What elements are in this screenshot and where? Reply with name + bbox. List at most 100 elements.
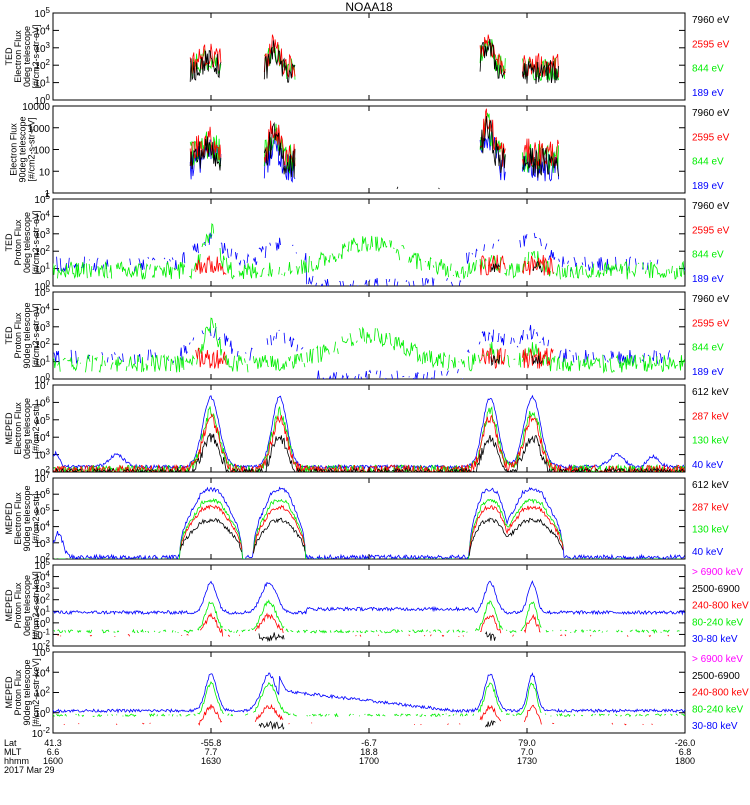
legend-entry: 240-800 keV [692, 688, 749, 699]
y-tick-label: 105 [34, 413, 50, 427]
x-tick-label-mlt: 6.6 [47, 747, 60, 757]
x-tick-label-hhmm: 1730 [517, 756, 537, 766]
y-tick-label: 106 [34, 487, 50, 501]
y-axis-label-line: [#/cm2-s-str-eV] [31, 24, 41, 88]
legend-entry: 189 eV [692, 181, 724, 192]
series-trace-blue [53, 486, 685, 559]
legend-entry: 2595 eV [692, 39, 730, 50]
series-trace-red [64, 704, 682, 724]
panel-5: 102 103 104 105 106 107 MEPED Electron Flux 0deg… [4, 378, 729, 479]
series-trace-black [53, 432, 685, 472]
legend-entry: 80-240 keV [692, 617, 743, 628]
x-tick-label-hhmm: 1630 [201, 756, 221, 766]
y-axis-label-line: [#/cm2-s-str-eV] [31, 303, 41, 367]
y-tick-label: 103 [34, 581, 50, 595]
legend-entry: 30-80 keV [692, 634, 738, 645]
y-tick-label: 103 [34, 320, 50, 334]
y-tick-label: 104 [34, 430, 50, 444]
series-trace-red [195, 347, 554, 370]
panel-frame [52, 12, 686, 101]
x-tick-label-hhmm: 1600 [43, 756, 63, 766]
legend-entry: 80-240 keV [692, 704, 743, 715]
y-tick-label: 101 [34, 604, 50, 618]
series-trace-blue [53, 394, 685, 470]
y-tick-label: 102 [34, 686, 50, 700]
series-trace-blue [189, 128, 559, 183]
panel-frame [52, 564, 686, 647]
x-tick-label-hhmm: 1800 [675, 756, 695, 766]
panel-6: 102 103 104 105 106 107 MEPED Electron Flux 90de… [4, 471, 729, 566]
legend-entry: 7960 eV [692, 294, 730, 305]
y-tick-label: 102 [34, 58, 50, 72]
y-axis-label-line: MEPED [4, 412, 14, 445]
series-trace-black [190, 39, 583, 96]
y-axis-label-line: [#/cm2-s-str] [31, 403, 41, 453]
series-trace-green [55, 499, 684, 559]
y-axis-label-line: [#/cm2-s-str-eV] [27, 117, 37, 181]
series-trace-red [58, 614, 686, 637]
y-axis-label-line: 90deg telescope [22, 302, 32, 368]
y-tick-label: 103 [34, 536, 50, 550]
x-tick-label-mlt: 7.7 [205, 747, 218, 757]
legend-entry: 7960 eV [692, 201, 730, 212]
y-tick-label: 10000 [22, 102, 50, 113]
y-tick-label: 100 [34, 279, 50, 293]
legend-entry: 844 eV [692, 250, 724, 261]
y-tick-label: 104 [34, 665, 50, 679]
y-tick-label: 105 [34, 6, 50, 20]
series-trace-green [53, 222, 685, 280]
x-tick-label-lat: -6.7 [361, 738, 377, 748]
y-axis-label-line: Electron Flux [9, 123, 19, 176]
y-axis-label-line: 90deg telescope [22, 659, 32, 725]
x-tick-label-lat: 79.0 [518, 738, 536, 748]
y-axis-label-line: [#/cm2-s-str] [31, 493, 41, 543]
panel-frame [52, 384, 686, 473]
y-tick-label: 101 [34, 262, 50, 276]
series-trace-black [258, 630, 496, 643]
y-axis-label-line: MEPED [4, 589, 14, 622]
legend-entry: 189 eV [692, 88, 724, 99]
x-axis-row-label: 2017 Mar 29 [4, 765, 55, 775]
legend-entry: 40 keV [692, 460, 723, 471]
y-tick-label: 10-2 [32, 639, 51, 653]
y-tick-label: 1 [44, 189, 50, 200]
series-trace-black [258, 719, 496, 731]
y-tick-label: 10-2 [32, 726, 51, 740]
series-trace-green [189, 112, 559, 174]
panel-4: 100 101 102 103 104 105 TED Proton Flux 90deg te… [4, 285, 730, 386]
y-axis-label-line: [#/cm2-s-str-eV] [31, 210, 41, 274]
y-tick-label: 100 [34, 706, 50, 720]
y-axis-label-line: 90deg telescope [18, 116, 28, 182]
y-axis-label-line: TED [4, 233, 14, 252]
series-trace-red [189, 34, 559, 78]
series-trace-blue [56, 232, 685, 286]
y-tick-label: 1000 [28, 124, 51, 135]
y-tick-label: 105 [34, 192, 50, 206]
y-tick-label: 102 [34, 552, 50, 566]
y-tick-label: 100 [34, 616, 50, 630]
legend-entry: 287 keV [692, 411, 729, 422]
y-axis-label-line: Electron Flux [13, 30, 23, 83]
y-axis-label-line: Electron Flux [13, 492, 23, 545]
y-axis-label-line: 0deg telescope [22, 575, 32, 636]
y-tick-label: 102 [34, 593, 50, 607]
y-axis-label-line: 0deg telescope [22, 398, 32, 459]
x-tick-label-mlt: 7.0 [521, 747, 534, 757]
x-axis-row-label: hhmm [4, 756, 29, 766]
panel-frame [52, 198, 686, 287]
y-tick-label: 103 [34, 448, 50, 462]
x-axis-row-label: Lat [4, 738, 17, 748]
legend-entry: 844 eV [692, 343, 724, 354]
series-trace-green [53, 681, 685, 718]
legend-entry: 612 keV [692, 387, 729, 398]
y-tick-label: 100 [34, 93, 50, 107]
legend-entry: 612 keV [692, 480, 729, 491]
y-tick-label: 104 [34, 520, 50, 534]
y-tick-label: 107 [34, 471, 50, 485]
series-trace-black [179, 517, 564, 556]
series-trace-blue [53, 580, 685, 616]
legend-entry: 2595 eV [692, 225, 730, 236]
